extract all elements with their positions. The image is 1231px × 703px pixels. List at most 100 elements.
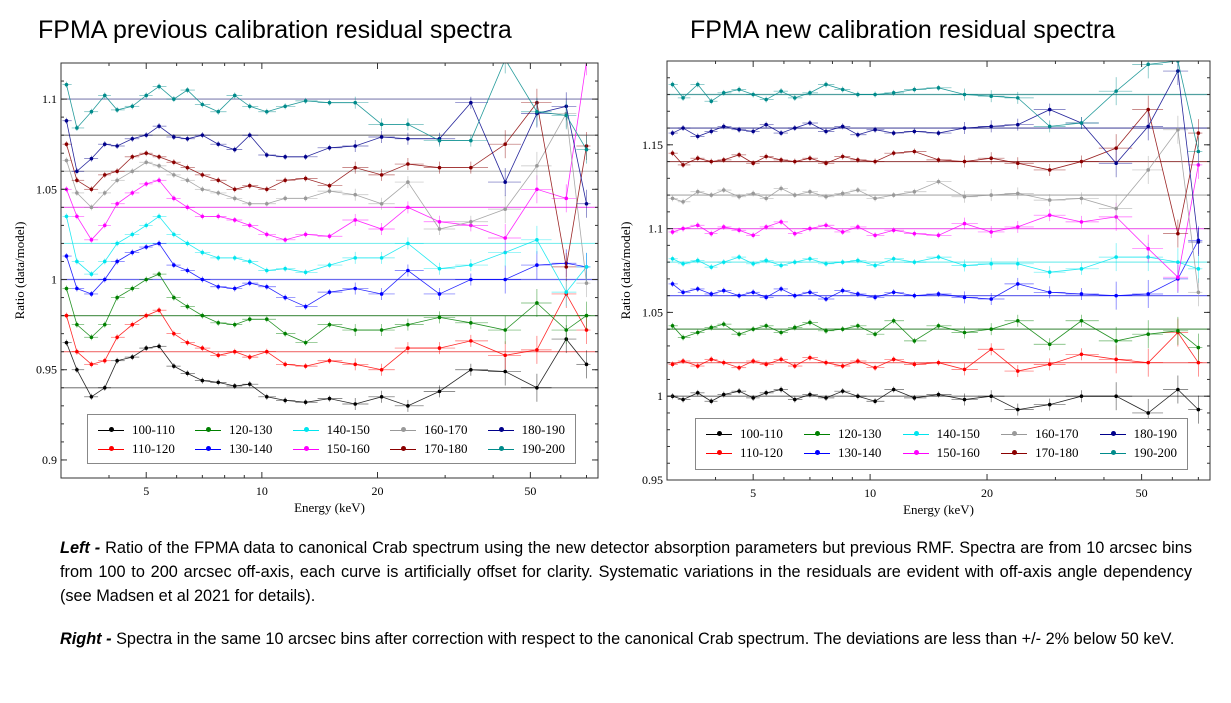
data-point <box>232 187 237 192</box>
data-point <box>130 232 135 237</box>
data-point <box>406 241 410 246</box>
data-point <box>856 394 860 399</box>
data-point <box>185 268 190 273</box>
data-point <box>327 234 332 239</box>
data-point <box>1114 394 1118 399</box>
data-point <box>247 223 252 228</box>
data-point <box>503 180 507 184</box>
data-point <box>840 124 845 129</box>
data-point <box>232 286 237 291</box>
x-tick-label: 10 <box>256 484 268 498</box>
data-point <box>873 295 877 300</box>
data-point <box>469 367 473 372</box>
data-point <box>737 365 741 370</box>
data-point <box>779 263 783 268</box>
legend-swatch <box>390 444 417 454</box>
data-point <box>1015 161 1020 166</box>
data-point <box>327 183 332 188</box>
left-chart-title: FPMA previous calibration residual spect… <box>38 16 512 44</box>
legend-swatch <box>706 448 732 458</box>
data-point <box>737 228 741 233</box>
left-chart-legend: 100-110 110-120 120-130 130-140 140-150 150-1… <box>87 414 576 464</box>
data-point <box>873 233 877 238</box>
data-point <box>232 93 237 98</box>
data-point <box>185 371 190 376</box>
data-point <box>216 191 221 195</box>
data-point <box>779 186 783 191</box>
data-point <box>379 367 384 372</box>
data-point <box>808 290 812 295</box>
data-point <box>89 205 94 210</box>
data-point <box>721 188 726 192</box>
data-point <box>764 391 768 395</box>
data-point <box>840 87 845 92</box>
data-point <box>824 129 828 134</box>
data-point <box>232 256 237 260</box>
data-point <box>157 155 161 159</box>
data-point <box>172 295 176 300</box>
data-point <box>1114 161 1118 166</box>
data-point <box>1079 159 1084 164</box>
data-point <box>437 292 442 296</box>
data-point <box>264 232 269 237</box>
data-point <box>327 189 332 193</box>
right-chart-legend: 100-110 110-120 120-130 130-140 140-150 150-1… <box>695 418 1188 470</box>
data-point <box>89 187 94 192</box>
data-point <box>793 193 797 197</box>
data-point <box>327 263 332 267</box>
data-point <box>353 218 358 222</box>
data-point <box>406 162 410 166</box>
data-point <box>1176 260 1180 264</box>
data-point <box>102 259 107 264</box>
data-point <box>962 295 967 300</box>
data-point <box>64 254 69 258</box>
data-point <box>303 196 308 201</box>
data-point <box>936 179 941 184</box>
data-point <box>751 327 755 331</box>
series-160-170 <box>668 115 1203 307</box>
series-180-190 <box>62 92 591 218</box>
data-point <box>936 158 941 162</box>
data-point <box>469 321 473 325</box>
series-170-180 <box>62 88 591 281</box>
legend-label: 190-200 <box>1133 444 1177 460</box>
data-point <box>721 260 726 264</box>
series-170-180 <box>668 95 1203 248</box>
data-point <box>1146 411 1151 415</box>
data-point <box>75 214 79 219</box>
data-point <box>406 205 410 210</box>
data-point <box>721 288 726 293</box>
data-point <box>936 292 941 296</box>
data-point <box>535 385 539 390</box>
legend-entry: 100-110 <box>706 424 783 443</box>
data-point <box>89 272 94 276</box>
data-point <box>172 173 176 177</box>
data-point <box>172 364 176 368</box>
data-point <box>379 173 384 177</box>
data-point <box>584 201 589 206</box>
data-point <box>873 365 877 370</box>
data-point <box>873 332 877 336</box>
plot-area <box>61 63 598 412</box>
data-point <box>172 160 176 165</box>
y-tick-label: 0.95 <box>36 363 57 377</box>
legend-label: 110-120 <box>740 444 783 460</box>
y-tick-label: 0.9 <box>42 453 57 467</box>
data-point <box>469 339 473 343</box>
data-point <box>564 113 569 118</box>
data-point <box>751 290 755 295</box>
data-point <box>75 259 79 264</box>
data-point <box>737 255 741 259</box>
data-point <box>89 238 94 242</box>
data-point <box>75 178 79 183</box>
data-point <box>89 292 94 296</box>
legend-entry: 180-190 <box>1099 424 1177 443</box>
data-point <box>584 265 589 269</box>
data-point <box>327 396 332 401</box>
data-point <box>75 126 79 130</box>
legend-entry: 190-200 <box>487 439 565 458</box>
data-point <box>793 159 797 164</box>
data-point <box>1047 124 1052 129</box>
data-point <box>681 226 685 231</box>
data-point <box>144 182 149 186</box>
